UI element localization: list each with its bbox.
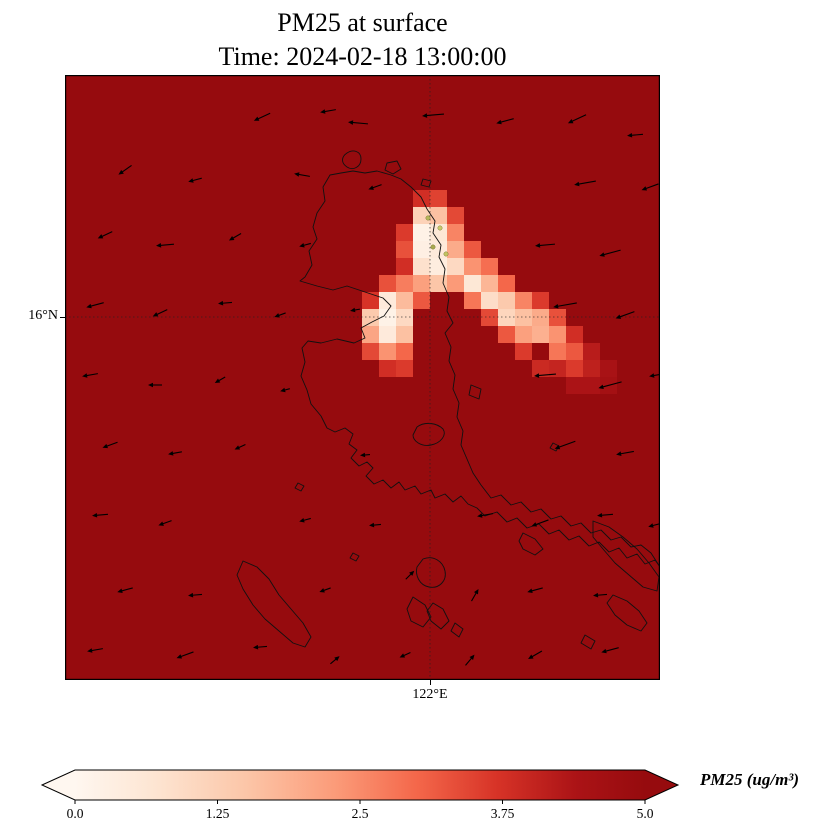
chart-title-line2: Time: 2024-02-18 13:00:00: [218, 42, 507, 71]
x-axis-tick-label: 122°E: [412, 687, 448, 702]
x-axis-tick-mark: [430, 680, 431, 685]
y-axis-tick-label: 16°N: [28, 308, 58, 323]
chart-title-line1: PM25 at surface: [277, 8, 448, 37]
colorbar-tick-label: 1.25: [206, 806, 230, 821]
map-plot: [65, 75, 665, 680]
map-svg: [65, 75, 665, 680]
chart-title: PM25 at surface Time: 2024-02-18 13:00:0…: [65, 6, 660, 74]
y-axis-tick-mark: [60, 317, 65, 318]
wind-arrows: [82, 109, 665, 666]
colorbar-tick-label: 5.0: [637, 806, 654, 821]
heatmap-background: [65, 75, 660, 680]
colorbar: 0.0 1.25 2.5 3.75 5.0: [0, 758, 838, 838]
colorbar-tick-label: 0.0: [67, 806, 84, 821]
colorbar-label: PM25 (ug/m³): [700, 770, 800, 789]
colorbar-tick-label: 2.5: [352, 806, 369, 821]
coastline: [236, 150, 661, 650]
heatmap-cells: [362, 190, 617, 394]
colorbar-gradient-bar: [40, 769, 680, 801]
colorbar-tick-label: 3.75: [491, 806, 515, 821]
colorbar-svg: 0.0 1.25 2.5 3.75 5.0: [40, 769, 680, 821]
colorbar-ticks: 0.0 1.25 2.5 3.75 5.0: [67, 800, 654, 821]
point-markers: [425, 215, 449, 257]
map-border: [65, 75, 660, 680]
